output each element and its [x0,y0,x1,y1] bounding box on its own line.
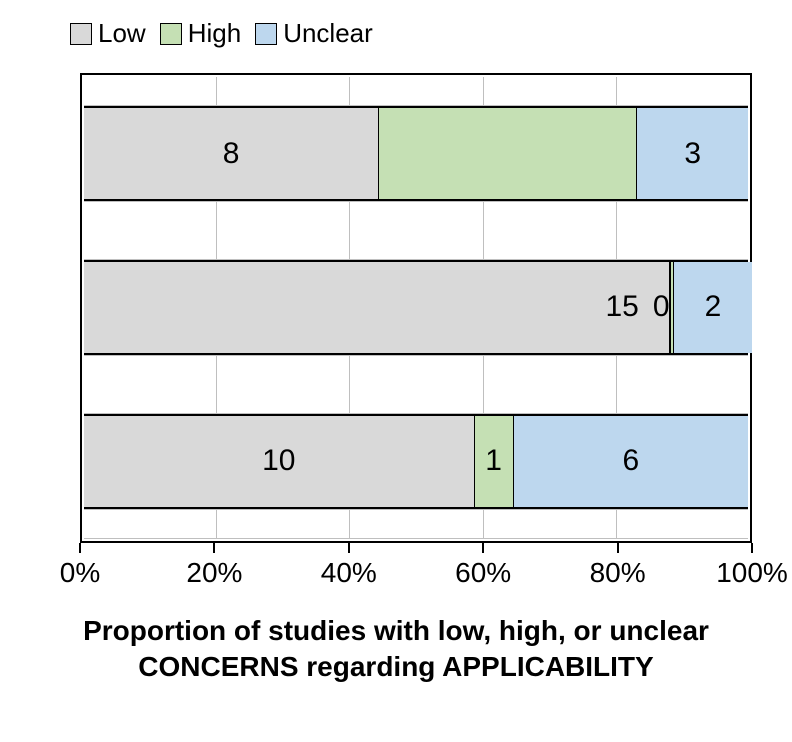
bar-segment-unclear: 6 [514,416,748,507]
legend-label: Unclear [283,18,373,49]
axis-tick [79,543,81,553]
bar-segment-low: 8 [84,108,379,199]
bar-segment-high: 1 [475,416,514,507]
axis-tick-label: 80% [590,557,646,589]
axis-tick-label: 0% [60,557,100,589]
axis-tick-label: 100% [716,557,788,589]
segment-value-label: 6 [622,444,639,478]
legend-item-low: Low [70,18,146,49]
legend-item-unclear: Unclear [255,18,373,49]
axis-tick [482,543,484,553]
chart: 8315021016 0%20%40%60%80%100% [80,73,752,573]
axis-tick [213,543,215,553]
bar-spacer [84,201,748,260]
bar-segment-high: 0 [670,262,674,353]
axis-tick-label: 60% [455,557,511,589]
legend-swatch [160,23,182,45]
axis-tick-label: 20% [186,557,242,589]
bar-segment-unclear: 2 [674,262,752,353]
plot-area: 8315021016 [80,73,752,543]
segment-value-label: 0 [653,290,670,324]
legend-label: Low [98,18,146,49]
bar-rows: 8315021016 [84,77,748,539]
bar-row: 83 [84,106,748,201]
bar-segment-low: 10 [84,416,475,507]
bar-segment-unclear: 3 [637,108,748,199]
axis-tick [617,543,619,553]
bar-spacer [84,77,748,106]
axis-tick-label: 40% [321,557,377,589]
bar-segment-low: 15 [84,262,670,353]
axis-tick [751,543,753,553]
segment-value-label: 3 [684,137,701,171]
legend-label: High [188,18,241,49]
segment-value-label: 8 [223,137,240,171]
legend-swatch [255,23,277,45]
axis-tick-labels: 0%20%40%60%80%100% [80,553,752,593]
segment-value-label: 2 [705,290,722,324]
segment-value-label: 15 [606,290,639,324]
bar-segment-high [379,108,637,199]
bar-spacer [84,355,748,414]
legend-swatch [70,23,92,45]
segment-value-label: 10 [262,444,295,478]
segment-value-label: 1 [485,444,502,478]
axis-tick [348,543,350,553]
bar-spacer [84,509,748,539]
bar-row: 10 1 6 [84,414,748,509]
axis-title: Proportion of studies with low, high, or… [50,613,742,686]
bar-row: 1502 [84,260,748,355]
legend-item-high: High [160,18,241,49]
axis-ticks [80,543,752,553]
legend: Low High Unclear [20,18,772,49]
